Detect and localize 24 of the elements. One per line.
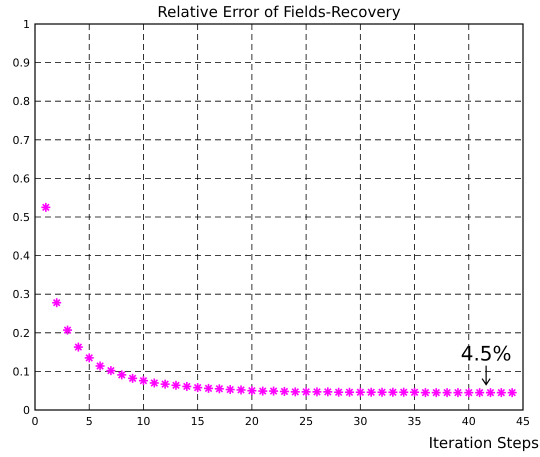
y-tick-label: 0.9 — [12, 56, 30, 70]
x-tick-label: 25 — [299, 415, 314, 428]
x-tick-label: 45 — [516, 415, 530, 428]
x-axis-title: Iteration Steps — [428, 434, 540, 452]
x-tick-label: 40 — [462, 415, 476, 428]
y-tick-label: 0.2 — [12, 326, 30, 340]
y-tick-label: 0.5 — [12, 211, 30, 224]
x-tick-label: 20 — [244, 415, 259, 428]
y-tick-label: 0.4 — [12, 250, 30, 263]
y-tick-label: 0.1 — [12, 365, 30, 378]
x-tick-label: 30 — [353, 415, 368, 428]
y-tick-label: 0.7 — [12, 134, 30, 147]
y-tick-label: 0.8 — [12, 95, 30, 108]
annotation: 4.5% — [460, 342, 512, 366]
x-tick-label: 0 — [32, 415, 38, 428]
x-tick-label: 5 — [86, 415, 93, 428]
x-tick-label: 10 — [136, 415, 150, 428]
x-tick-label: 35 — [408, 415, 422, 428]
x-tick-label: 15 — [190, 415, 205, 428]
y-tick-label: 0 — [23, 404, 30, 417]
y-tick-label: 1 — [23, 18, 30, 31]
chart-title: Relative Error of Fields-Recovery — [157, 3, 401, 21]
y-tick-label: 0.3 — [12, 288, 30, 302]
y-tick-label: 0.6 — [12, 172, 30, 186]
